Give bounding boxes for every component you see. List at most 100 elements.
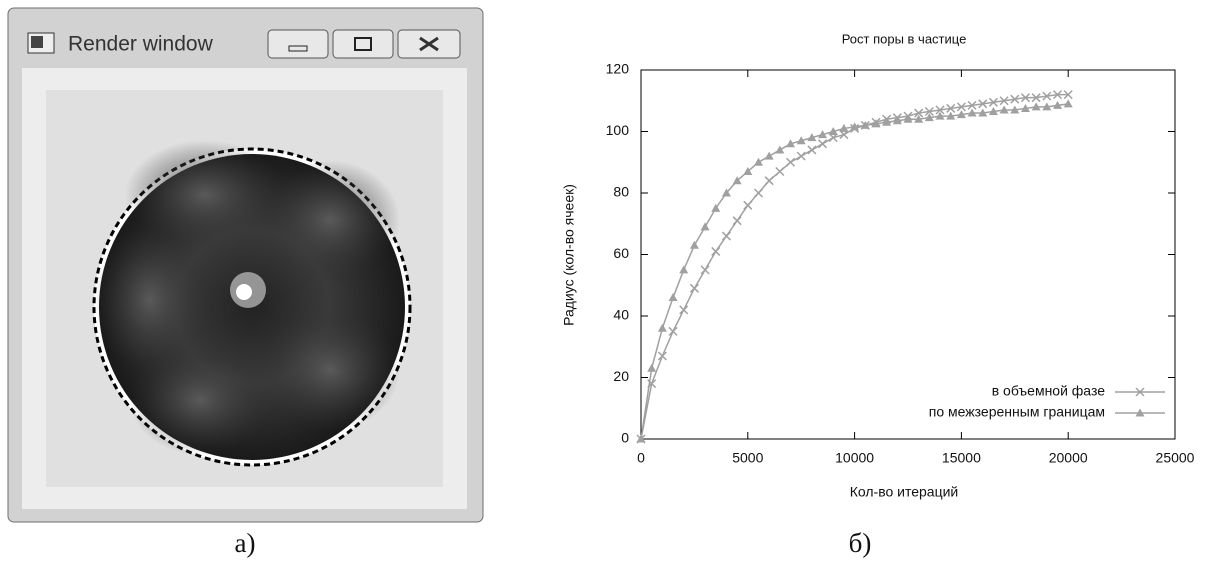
marker xyxy=(775,145,785,154)
marker xyxy=(657,323,667,332)
marker xyxy=(785,157,796,167)
minimize-icon xyxy=(288,45,308,52)
marker xyxy=(786,139,796,148)
y-tick-label: 0 xyxy=(621,430,629,446)
marker xyxy=(796,136,806,145)
marker xyxy=(743,200,753,210)
marker xyxy=(871,119,881,128)
marker xyxy=(988,97,998,107)
marker xyxy=(1020,103,1030,112)
marker xyxy=(1010,105,1020,114)
marker xyxy=(764,151,774,160)
marker xyxy=(1053,100,1063,109)
marker xyxy=(807,133,817,142)
marker xyxy=(999,96,1009,106)
maximize-icon xyxy=(354,37,372,51)
maximize-button[interactable] xyxy=(332,29,394,59)
grain xyxy=(260,310,400,430)
marker xyxy=(988,107,998,116)
marker xyxy=(679,265,689,274)
y-tick-label: 40 xyxy=(613,307,629,323)
marker xyxy=(978,108,988,117)
marker xyxy=(967,100,977,110)
marker xyxy=(1042,91,1052,101)
marker xyxy=(924,113,934,122)
minimize-button[interactable] xyxy=(267,29,329,59)
marker xyxy=(999,105,1009,114)
marker xyxy=(818,139,828,149)
marker xyxy=(743,166,753,175)
marker xyxy=(1063,99,1073,108)
marker xyxy=(1031,93,1041,103)
x-tick-label: 5000 xyxy=(732,450,763,466)
marker xyxy=(1010,94,1020,104)
marker xyxy=(892,116,902,125)
x-tick-label: 0 xyxy=(637,450,645,466)
x-tick-label: 10000 xyxy=(835,450,874,466)
marker xyxy=(828,127,838,135)
legend-marker xyxy=(1135,387,1145,397)
marker xyxy=(689,283,699,293)
marker xyxy=(721,188,731,197)
marker xyxy=(839,123,849,132)
marker xyxy=(647,363,657,372)
marker xyxy=(732,176,742,185)
window-icon-inner xyxy=(31,36,43,48)
grain xyxy=(95,225,205,375)
marker xyxy=(668,326,678,336)
marker xyxy=(1031,102,1041,111)
marker xyxy=(946,103,956,113)
marker xyxy=(753,157,763,166)
pore-core xyxy=(236,284,252,300)
marker xyxy=(914,114,924,123)
marker xyxy=(1052,90,1063,100)
marker xyxy=(978,99,988,109)
marker xyxy=(668,293,678,302)
marker xyxy=(914,108,924,118)
marker xyxy=(967,108,977,117)
caption: а) xyxy=(235,528,256,558)
x-tick-label: 15000 xyxy=(942,450,981,466)
x-tick-label: 20000 xyxy=(1049,450,1088,466)
marker xyxy=(764,176,774,186)
marker xyxy=(807,145,817,155)
caption: б) xyxy=(849,528,872,558)
marker xyxy=(818,130,828,139)
marker xyxy=(700,265,710,275)
marker xyxy=(796,151,806,161)
legend-label: в объемной фазе xyxy=(992,383,1105,399)
marker xyxy=(1020,93,1031,103)
grain xyxy=(125,140,285,250)
marker xyxy=(732,216,742,226)
marker xyxy=(1042,102,1052,111)
marker xyxy=(850,122,860,131)
marker xyxy=(711,246,721,256)
marker xyxy=(935,105,945,115)
grain xyxy=(130,345,270,455)
marker xyxy=(860,120,870,129)
window-title: Render window xyxy=(68,33,214,56)
marker xyxy=(689,240,699,249)
y-tick-label: 120 xyxy=(606,61,630,77)
marker xyxy=(935,111,945,120)
marker xyxy=(882,117,892,126)
x-tick-label: 25000 xyxy=(1156,450,1195,466)
marker xyxy=(956,110,966,119)
marker xyxy=(775,166,785,177)
y-tick-label: 60 xyxy=(613,245,629,261)
marker xyxy=(679,305,689,315)
marker xyxy=(711,203,721,212)
marker xyxy=(946,111,956,120)
legend-marker xyxy=(1135,408,1145,417)
marker xyxy=(657,351,667,361)
y-axis-label: Радиус (кол-во ячеек) xyxy=(561,184,577,326)
legend-label: по межзеренным границам xyxy=(929,404,1105,420)
marker xyxy=(1063,90,1073,100)
y-tick-label: 80 xyxy=(613,184,629,200)
y-tick-label: 100 xyxy=(606,122,630,138)
grain xyxy=(260,160,400,280)
marker xyxy=(924,106,934,117)
chart-title: Рост поры в частице xyxy=(842,31,967,46)
